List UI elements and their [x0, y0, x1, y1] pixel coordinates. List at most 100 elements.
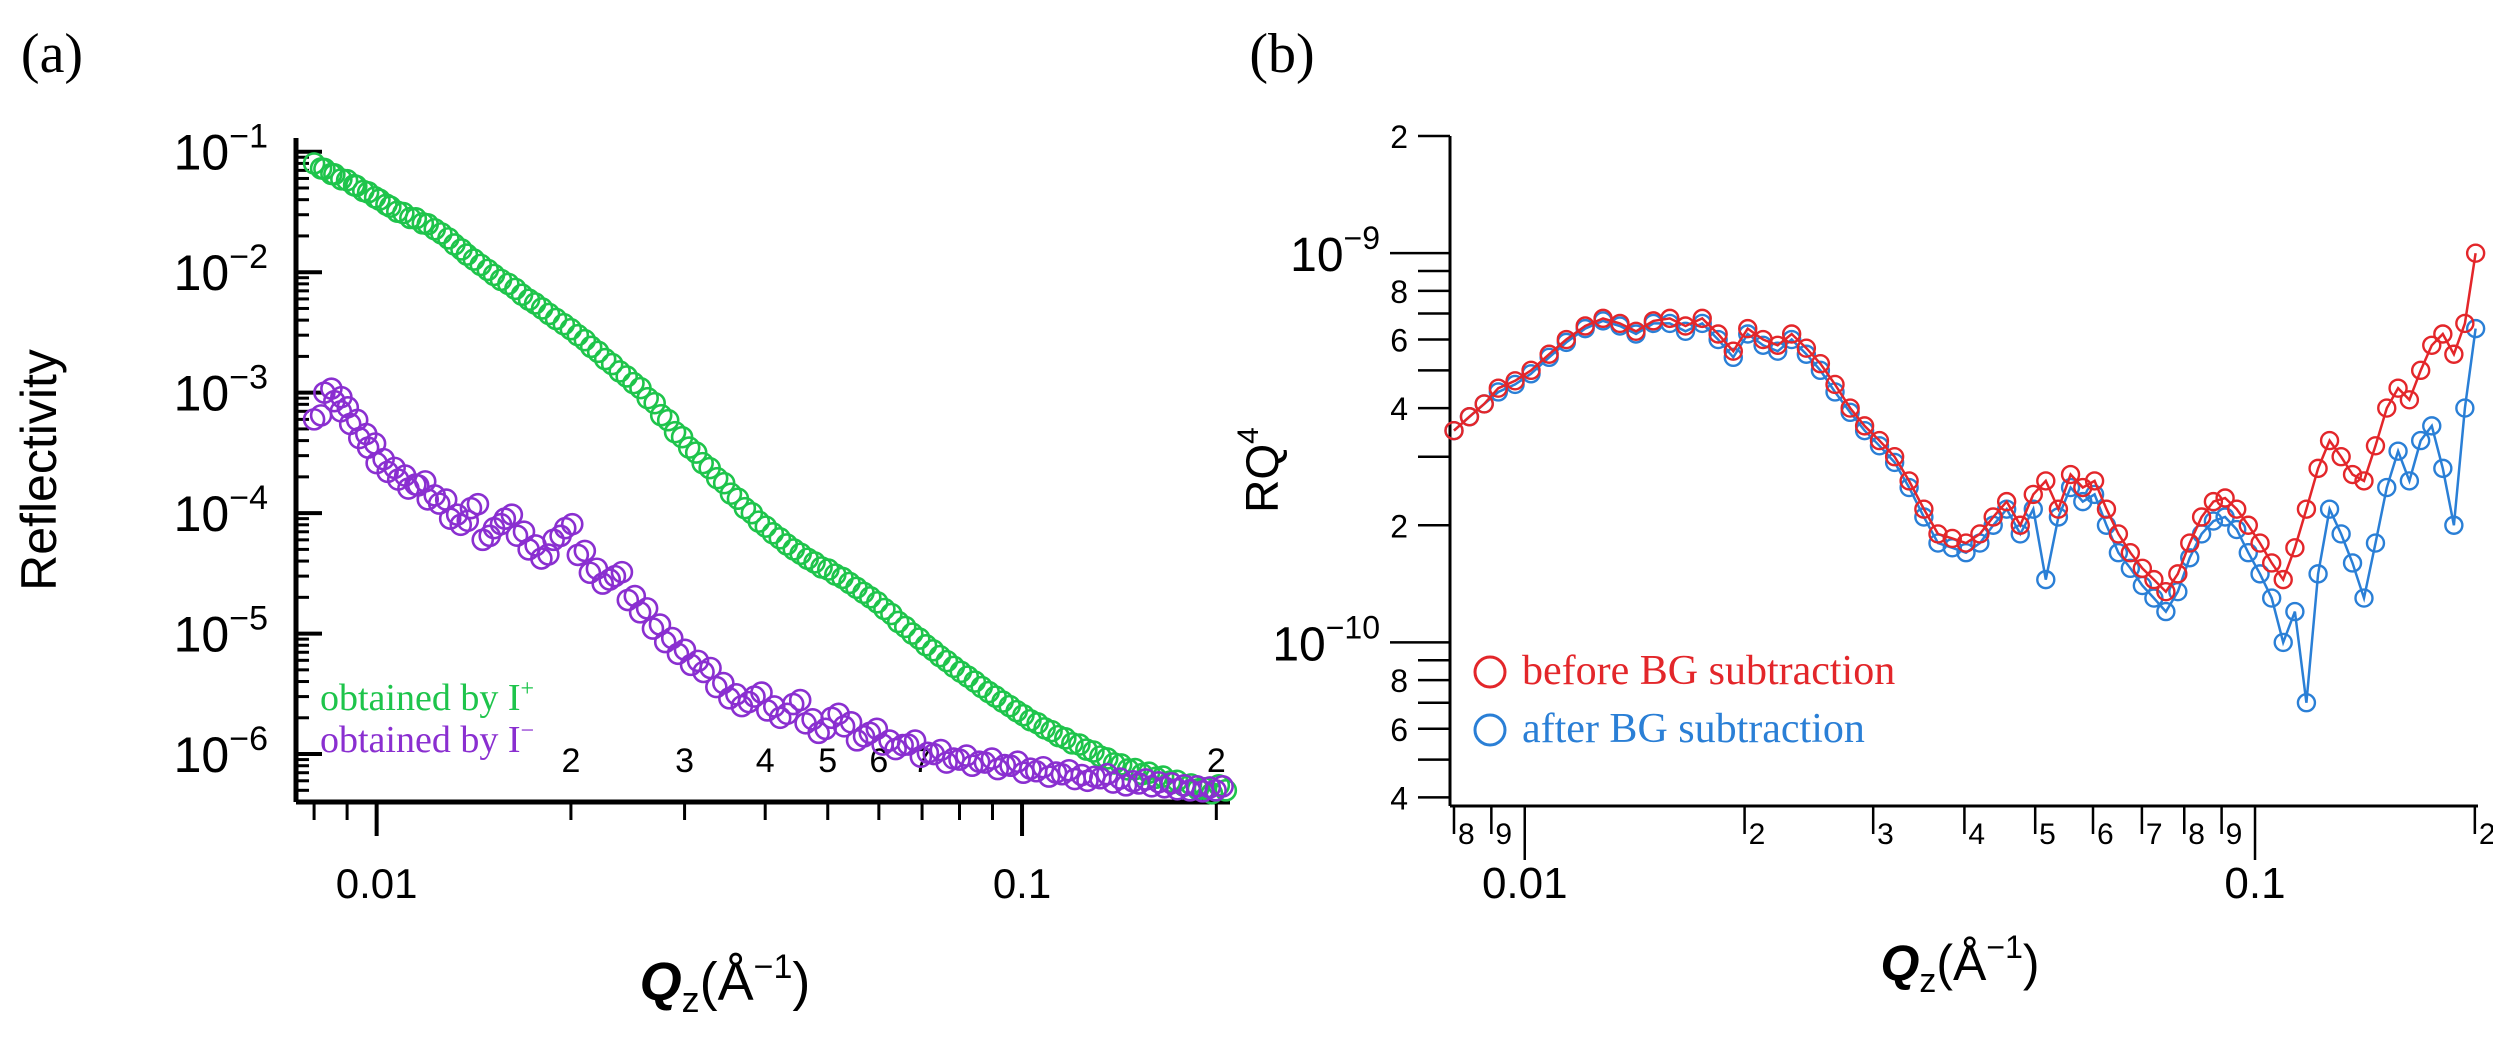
- data-point: [1660, 308, 1680, 329]
- data-point: [635, 597, 659, 620]
- data-point: [2377, 477, 2397, 498]
- data-point: [2215, 488, 2235, 508]
- y-tick-exponent: −10: [1326, 609, 1380, 645]
- data-point: [2365, 533, 2386, 553]
- data-point: [1692, 308, 1712, 329]
- data-point: [344, 174, 368, 198]
- data-point: [1068, 733, 1091, 756]
- data-point: [2096, 499, 2117, 519]
- data-point: [2354, 588, 2374, 608]
- y-tick-exponent: −1: [229, 118, 268, 156]
- data-point: [2410, 360, 2431, 381]
- data-point: [2238, 515, 2258, 535]
- data-point: [2296, 499, 2317, 519]
- x-minor-tick-label: 8: [1458, 818, 1475, 851]
- data-point: [1593, 308, 1613, 329]
- data-point: [560, 512, 584, 536]
- x-axis-label-part: Q: [1880, 935, 1919, 991]
- data-point: [469, 253, 493, 277]
- data-point: [2465, 318, 2486, 339]
- x-minor-tick-label: 2: [2479, 818, 2493, 851]
- data-point: [725, 683, 748, 706]
- data-point: [2319, 499, 2340, 519]
- x-minor-tick-label: 3: [1877, 818, 1894, 851]
- data-point: [2203, 511, 2224, 531]
- data-point: [1575, 316, 1595, 336]
- y-minor-tick-label: 6: [1390, 712, 1408, 748]
- x-major-tick-label: 0.1: [2224, 859, 2285, 908]
- x-minor-tick-label: 4: [756, 742, 775, 780]
- x-minor-tick-label: 5: [2039, 818, 2056, 851]
- x-axis-label-part: z: [1919, 962, 1936, 1000]
- data-point: [643, 391, 666, 415]
- legend-marker: [1473, 713, 1507, 747]
- data-point: [705, 466, 729, 490]
- data-point: [379, 195, 402, 218]
- data-point: [2331, 447, 2351, 467]
- data-point: [880, 602, 903, 626]
- y-minor-tick-label: 2: [1390, 508, 1408, 544]
- data-point: [673, 638, 697, 662]
- y-axis-label: RQ4: [1232, 427, 1288, 513]
- x-axis-label-part: ): [2023, 935, 2040, 991]
- data-point: [1854, 416, 1875, 436]
- data-point: [2285, 538, 2305, 558]
- data-point: [2273, 569, 2293, 590]
- data-point: [1214, 779, 1238, 802]
- data-point: [677, 436, 701, 459]
- data-point: [2444, 515, 2464, 535]
- data-point: [2354, 471, 2374, 491]
- y-tick-label: 10−4: [174, 479, 268, 542]
- data-point: [1675, 321, 1696, 341]
- data-point: [886, 610, 910, 634]
- data-point: [1006, 750, 1029, 774]
- x-minor-tick-label: 8: [2188, 818, 2205, 851]
- data-point: [2433, 324, 2453, 344]
- data-point: [1556, 329, 1577, 350]
- legend-entry: after BG subtraction: [1522, 706, 1865, 752]
- data-point: [2084, 471, 2105, 491]
- data-point: [2227, 499, 2247, 519]
- data-point: [2036, 471, 2056, 491]
- data-point: [1854, 420, 1875, 441]
- x-axis-label-part: z: [682, 979, 700, 1020]
- legend-entry: obtained by I−: [320, 718, 534, 761]
- data-point: [579, 335, 603, 359]
- data-point: [1914, 499, 1934, 519]
- data-point: [1884, 452, 1905, 473]
- data-point: [2261, 553, 2282, 573]
- data-point: [636, 386, 659, 410]
- data-point: [1970, 524, 1990, 544]
- legend-superscript: +: [521, 676, 535, 702]
- data-point: [977, 680, 1001, 704]
- series-green: [302, 152, 1238, 805]
- data-point: [656, 408, 680, 432]
- data-point: [2191, 507, 2212, 527]
- x-minor-tick-label: 6: [2097, 818, 2114, 851]
- x-minor-tick-label: 9: [1495, 818, 1512, 851]
- x-axis-label: Qz(Å−1): [640, 948, 811, 1020]
- data-point: [610, 560, 634, 584]
- data-point: [2060, 464, 2081, 485]
- y-minor-tick-label: 8: [1390, 663, 1408, 699]
- data-point: [1708, 324, 1728, 344]
- data-point: [2388, 378, 2408, 398]
- data-point: [907, 627, 931, 650]
- data-point: [803, 551, 826, 574]
- x-minor-tick-label: 2: [1749, 818, 1766, 851]
- data-point: [2410, 430, 2431, 451]
- data-point: [663, 420, 687, 444]
- data-point: [1054, 727, 1077, 750]
- data-point: [2238, 543, 2258, 563]
- data-point: [2444, 344, 2464, 364]
- data-point: [622, 371, 645, 395]
- data-point: [2422, 335, 2442, 355]
- data-point: [1095, 747, 1119, 770]
- data-point: [2156, 581, 2176, 602]
- data-point: [1899, 471, 1919, 491]
- data-point: [845, 576, 868, 600]
- data-point: [2120, 558, 2141, 579]
- data-point: [430, 222, 453, 245]
- x-axis-label-part: Q: [640, 952, 682, 1012]
